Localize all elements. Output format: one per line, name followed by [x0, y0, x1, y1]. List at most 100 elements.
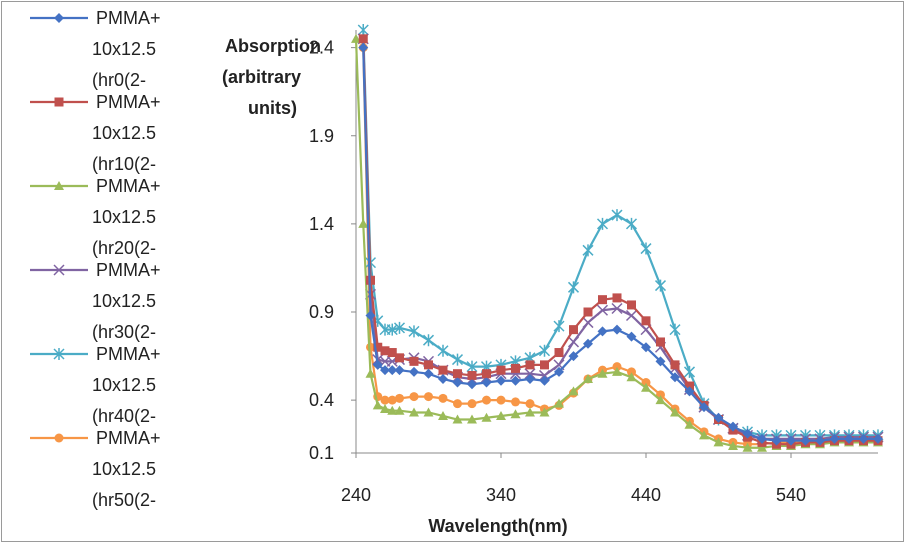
legend-marker: [54, 433, 64, 443]
data-point: [800, 435, 811, 446]
legend-marker: [54, 97, 64, 107]
data-point: [641, 342, 651, 353]
legend-label: PMMA+: [96, 8, 161, 28]
series-4: [357, 33, 884, 445]
data-point: [372, 400, 383, 410]
data-point: [525, 399, 535, 409]
y-ticks: 0.1 0.4 0.9 1.4 1.9 2.4: [309, 38, 356, 463]
data-point: [387, 365, 398, 376]
data-point: [569, 325, 578, 335]
data-point: [583, 338, 593, 349]
data-point: [683, 365, 696, 378]
data-point: [496, 375, 506, 386]
data-point: [554, 398, 564, 408]
legend-label: (hr40(2-: [92, 406, 156, 426]
series-1: [358, 42, 883, 446]
data-point: [373, 342, 383, 352]
data-point: [524, 368, 536, 380]
data-point: [496, 395, 506, 405]
data-point: [496, 365, 506, 375]
x-ticks: 240 340 440 540: [341, 453, 806, 505]
data-point: [625, 309, 638, 322]
data-point: [596, 304, 609, 316]
data-point: [481, 412, 492, 422]
data-point: [728, 421, 738, 432]
data-point: [670, 360, 680, 370]
data-point: [713, 437, 724, 447]
data-point: [372, 359, 383, 370]
legend-label: PMMA+: [96, 176, 161, 196]
data-point: [625, 217, 638, 230]
data-point: [582, 317, 594, 329]
data-point: [386, 323, 398, 336]
legend-item: PMMA+ 10x12.5 (hr30(2-: [30, 260, 161, 342]
data-point: [380, 346, 390, 356]
data-point: [858, 433, 869, 444]
data-point: [453, 399, 462, 409]
x-tick-label: 540: [776, 485, 806, 505]
axes: [355, 30, 878, 454]
data-point: [596, 217, 609, 230]
data-point: [393, 321, 406, 334]
data-point: [380, 403, 390, 413]
legend-label: PMMA+: [96, 344, 161, 364]
data-point: [728, 440, 738, 450]
data-point: [482, 395, 491, 405]
legend-label: (hr20(2-: [92, 238, 156, 258]
legend-marker: [54, 13, 64, 23]
data-point: [685, 381, 694, 391]
legend-marker: [53, 348, 65, 360]
data-point: [539, 407, 550, 417]
data-point: [699, 402, 709, 413]
data-point: [482, 369, 491, 379]
data-point: [655, 395, 666, 405]
data-point: [684, 386, 695, 397]
data-point: [395, 353, 404, 363]
data-point: [467, 399, 477, 409]
x-tick-label: 240: [341, 485, 371, 505]
data-point: [496, 410, 506, 420]
legend-label: 10x12.5: [92, 207, 156, 227]
data-point: [438, 373, 448, 384]
legend-item: PMMA+ 10x12.5 (hr20(2-: [30, 176, 161, 258]
data-point: [627, 300, 636, 310]
legend-label: PMMA+: [96, 92, 161, 112]
legend-label: (hr10(2-: [92, 154, 156, 174]
data-point: [525, 373, 535, 384]
legend-label: 10x12.5: [92, 375, 156, 395]
data-point: [409, 392, 419, 402]
legend-item: PMMA+ 10x12.5 (hr40(2-: [30, 344, 161, 426]
data-point: [438, 393, 448, 403]
data-point: [510, 375, 521, 386]
data-point: [395, 393, 404, 403]
x-tick-label: 340: [486, 485, 516, 505]
data-point: [611, 209, 623, 222]
data-point: [567, 336, 580, 348]
data-point: [670, 407, 680, 417]
data-point: [408, 325, 420, 338]
data-point: [394, 405, 405, 415]
y-tick-label: 1.4: [309, 214, 334, 234]
legend-label: 10x12.5: [92, 39, 156, 59]
legend-label: 10x12.5: [92, 459, 156, 479]
legend-item: PMMA+ 10x12.5 (hr0(2-: [30, 8, 161, 90]
data-point: [358, 42, 369, 53]
x-axis-title: Wavelength(nm): [428, 516, 567, 536]
data-point: [394, 365, 405, 376]
data-point: [467, 370, 477, 380]
plot-area: [351, 24, 884, 452]
data-point: [380, 395, 390, 405]
x-tick-label: 440: [631, 485, 661, 505]
data-point: [626, 372, 637, 382]
data-point: [670, 372, 680, 383]
data-point: [612, 324, 622, 335]
data-point: [525, 407, 535, 417]
data-point: [511, 397, 520, 407]
y-tick-label: 0.4: [309, 390, 334, 410]
data-point: [510, 409, 521, 419]
data-point: [409, 366, 419, 377]
data-point: [641, 316, 651, 326]
data-point: [437, 344, 449, 357]
legend-label: PMMA+: [96, 260, 161, 280]
